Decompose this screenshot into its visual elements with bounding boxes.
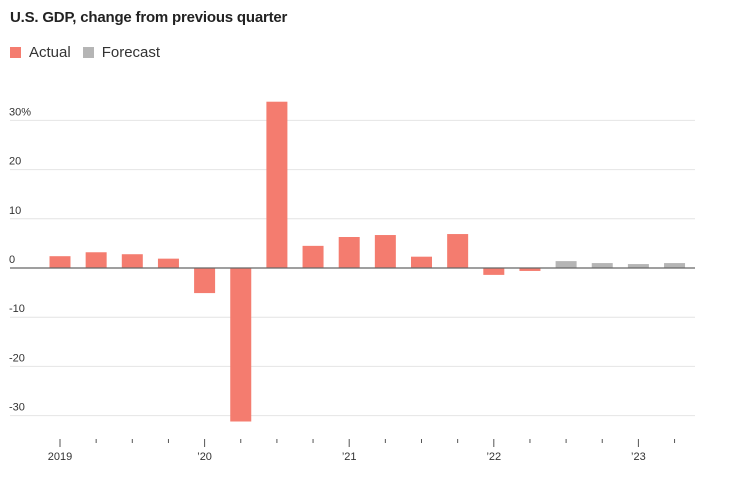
- bar-actual-11: [447, 234, 469, 268]
- bar-actual-13: [519, 268, 541, 271]
- bar-actual-7: [302, 245, 324, 268]
- y-tick-label: 30%: [9, 106, 31, 118]
- legend-label-forecast: Forecast: [101, 44, 161, 61]
- bar-actual-12: [483, 268, 505, 275]
- bar-actual-6: [266, 101, 288, 268]
- x-tick-label: ’21: [342, 451, 357, 463]
- bar-actual-1: [85, 252, 107, 268]
- y-tick-label: -30: [9, 402, 25, 414]
- bar-forecast-17: [664, 263, 686, 268]
- legend-label-actual: Actual: [29, 44, 71, 61]
- y-tick-label: 10: [9, 205, 21, 217]
- legend: Actual Forecast: [10, 44, 172, 61]
- bar-forecast-16: [627, 264, 649, 268]
- bar-actual-10: [411, 256, 432, 268]
- y-tick-label: -20: [9, 352, 25, 364]
- x-tick-label: 2019: [48, 451, 72, 463]
- bar-actual-4: [194, 268, 216, 294]
- bar-actual-0: [49, 256, 71, 268]
- x-tick-label: ’22: [486, 451, 501, 463]
- bar-forecast-14: [555, 261, 577, 268]
- bar-forecast-15: [591, 263, 613, 268]
- bar-actual-3: [157, 258, 179, 268]
- chart-title: U.S. GDP, change from previous quarter: [10, 9, 288, 26]
- bar-actual-5: [230, 268, 252, 422]
- y-tick-label: -10: [9, 303, 25, 315]
- x-tick-label: ’20: [197, 451, 212, 463]
- x-tick-label: ’23: [631, 451, 646, 463]
- bar-actual-8: [338, 237, 360, 268]
- legend-item-actual: Actual: [10, 44, 71, 61]
- y-tick-label: 0: [9, 254, 15, 266]
- y-tick-label: 20: [9, 156, 21, 168]
- bar-actual-2: [121, 254, 143, 268]
- legend-swatch-actual: [10, 47, 21, 58]
- legend-swatch-forecast: [82, 47, 94, 58]
- legend-item-forecast: Forecast: [82, 44, 161, 61]
- bar-actual-9: [374, 235, 396, 268]
